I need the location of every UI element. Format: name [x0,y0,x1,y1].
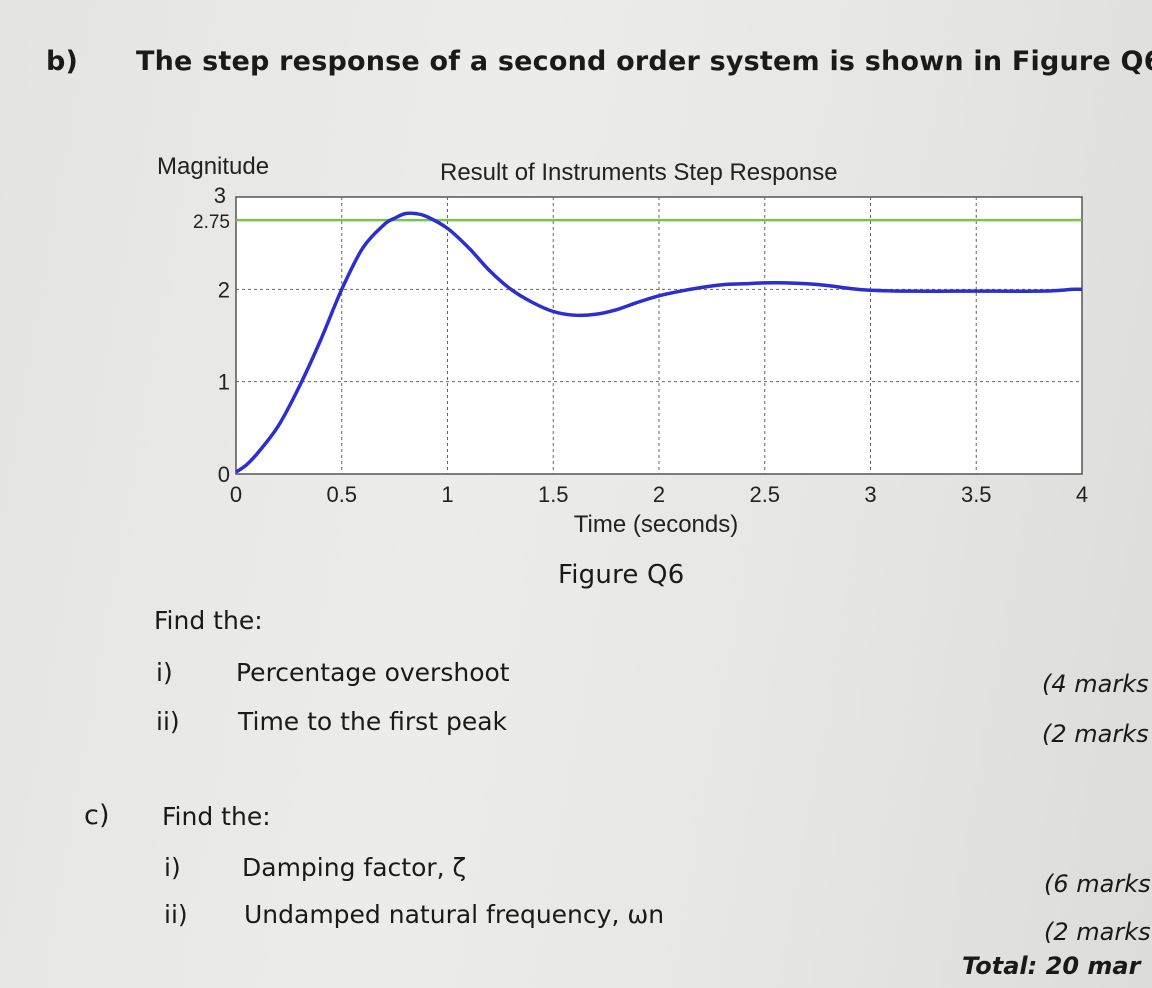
series-layer [234,211,1083,474]
part-c-item-2-text: Undamped natural frequency, ωn [244,900,665,929]
y-tick-label: 2 [218,277,230,302]
x-tick-label: 0.5 [326,482,357,507]
part-c-item-1-marks: (6 marks [1044,870,1151,898]
part-b-statement: The step response of a second order syst… [136,46,1152,77]
x-tick-label: 1 [441,482,453,507]
part-b-item-2-marks: (2 marks [1042,720,1149,748]
x-tick-label: 3 [864,482,876,507]
chart-ylabel: Magnitude [157,153,269,180]
step-response-chart: Magnitude Result of Instruments Step Res… [157,153,1088,538]
grid-lines [236,197,1082,474]
part-c-item-2-num: ii) [164,900,188,929]
x-tick-label: 3.5 [961,482,992,507]
chart-xlabel: Time (seconds) [574,511,738,538]
part-c-item-2-marks: (2 marks [1044,918,1151,946]
chart-title: Result of Instruments Step Response [440,159,838,186]
part-b-find-label: Find the: [154,606,263,635]
part-c-find-label: Find the: [162,802,271,831]
part-b-item-1-marks: (4 marks [1042,670,1149,698]
part-b-item-2-num: ii) [156,707,180,736]
tick-labels: 0 0.5 1 1.5 2 2.5 3 3.5 4 0 1 2 2.75 3 [193,183,1088,507]
y-tick-label: 1 [218,370,230,395]
part-c-item-1-text: Damping factor, ζ [242,853,467,882]
figure-caption: Figure Q6 [558,560,685,590]
part-c-label: c) [84,800,110,831]
part-b-item-1-text: Percentage overshoot [236,658,510,687]
y-tick-label: 2.75 [193,212,230,233]
x-tick-label: 4 [1076,482,1088,507]
part-c-item-1-num: i) [164,853,181,882]
part-b-item-1-num: i) [156,658,173,687]
part-b-label: b) [46,46,79,77]
total-marks: Total: 20 mar [962,952,1141,980]
part-b-item-2-text: Time to the first peak [238,707,507,736]
y-tick-label: 0 [218,462,230,487]
y-tick-label: 3 [214,183,226,208]
x-tick-label: 0 [230,482,242,507]
x-tick-label: 2 [653,482,665,507]
step-response-line [234,211,1083,474]
x-tick-label: 2.5 [749,482,780,507]
x-tick-label: 1.5 [538,482,569,507]
